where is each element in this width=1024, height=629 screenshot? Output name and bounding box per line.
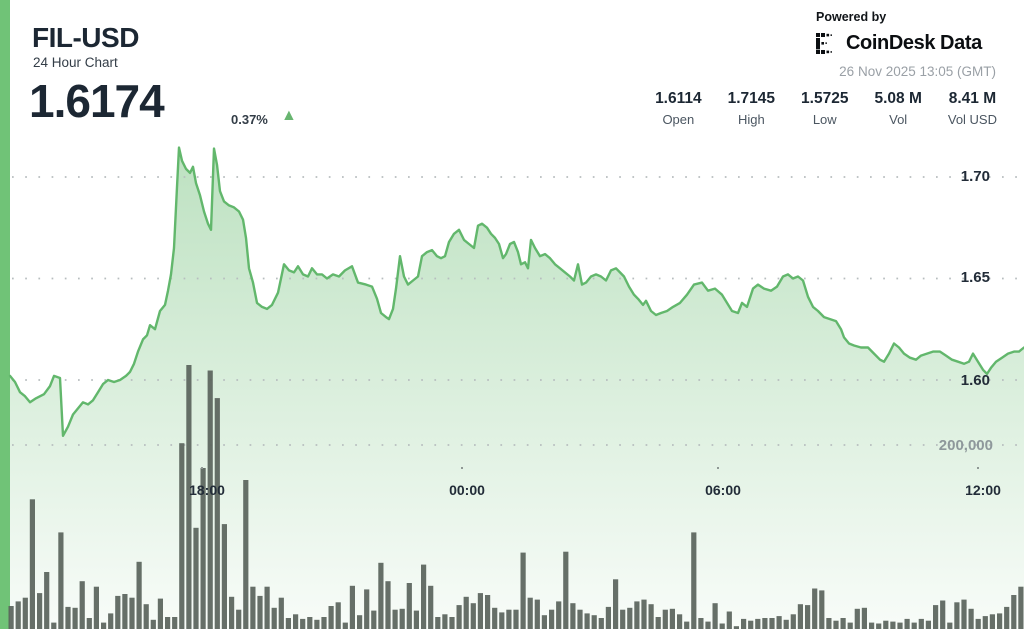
vol-usd-value: 8.41 M xyxy=(948,90,997,107)
vol-label: Vol xyxy=(889,112,908,127)
vol-value: 5.08 M xyxy=(874,90,922,107)
open-label: Open xyxy=(662,112,695,127)
stat-high: 1.7145 High xyxy=(728,90,775,127)
price-area-fill xyxy=(10,147,1024,629)
up-arrow-icon: ▲ xyxy=(281,107,297,124)
coindesk-logo[interactable]: CoinDesk Data xyxy=(816,32,982,55)
left-accent-bar xyxy=(0,0,10,629)
high-value: 1.7145 xyxy=(727,90,776,107)
time-axis-tick-dots xyxy=(201,467,979,469)
percent-change: 0.37% xyxy=(231,112,268,127)
powered-by-text: Powered by xyxy=(816,10,887,24)
time-label: 06:00 xyxy=(705,482,741,498)
low-value: 1.5725 xyxy=(801,90,849,107)
coindesk-logo-text: CoinDesk Data xyxy=(846,32,982,55)
symbol-title: FIL-USD xyxy=(32,22,139,53)
time-label: 00:00 xyxy=(449,482,485,498)
high-label: High xyxy=(737,112,765,127)
chart-range-subtitle: 24 Hour Chart xyxy=(33,55,118,70)
logo-word-coindesk: CoinDesk xyxy=(846,32,936,54)
last-price: 1.6174 xyxy=(29,75,165,127)
price-line xyxy=(8,146,1024,437)
stat-vol: 5.08 M Vol xyxy=(874,90,921,127)
volume-bars xyxy=(8,365,1024,629)
price-tick-165: 1.65 xyxy=(960,269,990,286)
chart-timestamp: 26 Nov 2025 13:05 (GMT) xyxy=(839,64,996,79)
volume-tick-200k: 200,000 xyxy=(938,437,993,454)
time-label: 18:00 xyxy=(189,482,225,498)
low-label: Low xyxy=(812,112,837,127)
stat-vol-usd: 8.41 M Vol USD xyxy=(948,90,997,127)
price-tick-170: 1.70 xyxy=(960,168,990,185)
stat-open: 1.6114 Open xyxy=(655,90,702,127)
stat-low: 1.5725 Low xyxy=(801,90,848,127)
ohlc-stats-row: 1.6114 Open 1.7145 High 1.5725 Low 5.08 … xyxy=(629,90,997,127)
coindesk-branding[interactable]: Powered by CoinDesk Data xyxy=(816,10,982,55)
vol-usd-label: Vol USD xyxy=(947,112,997,127)
coindesk-logo-icon xyxy=(816,33,832,54)
logo-word-data: Data xyxy=(940,32,982,54)
price-tick-160: 1.60 xyxy=(960,372,990,389)
open-value: 1.6114 xyxy=(655,90,702,107)
time-label: 12:00 xyxy=(965,482,1001,498)
